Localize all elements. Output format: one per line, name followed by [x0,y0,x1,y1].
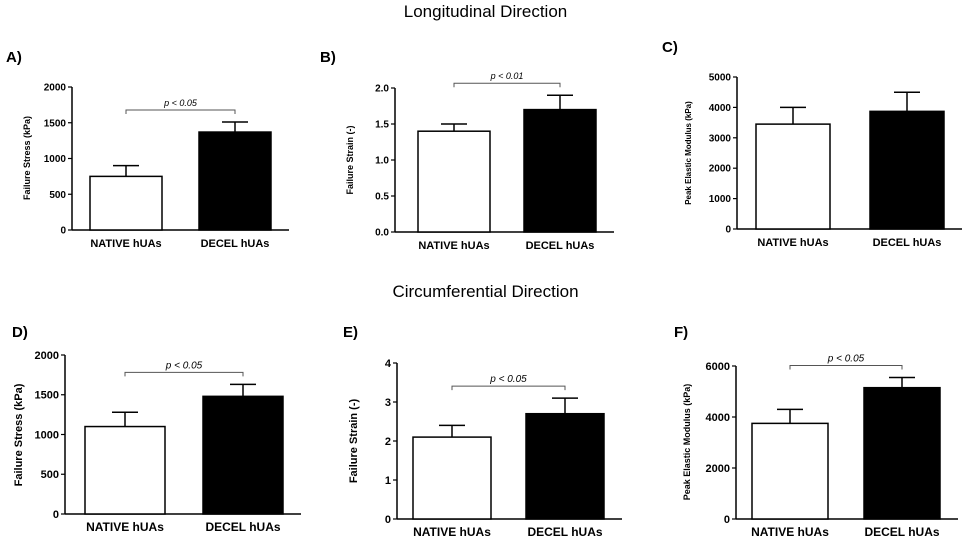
category-label: NATIVE hUAs [413,525,491,539]
y-tick-label: 1000 [44,154,67,165]
significance-label: p < 0.01 [490,71,524,81]
y-tick-label: 1000 [35,429,59,441]
bar-native [84,425,166,515]
y-tick-label: 0.5 [375,192,389,203]
chart-panel-5: E) Failure Strain (-) 0 1 2 3 4 NATIVE hUAs DECE… [343,324,622,539]
y-tick-label: 2000 [35,350,59,362]
bar-decel [869,110,945,230]
chart-panel-4: D) Failure Stress (kPa) 0 500 1000 1500 2000 NA… [12,324,301,534]
y-tick-label: 3 [385,397,391,409]
y-axis-label: Failure Strain (-) [348,398,360,483]
y-axis-label: Failure Strain (-) [345,125,355,194]
bar-decel [525,412,605,520]
y-tick-label: 500 [41,469,59,481]
bar-native [755,123,831,230]
bar-native [89,175,163,231]
y-tick-label: 1500 [44,118,67,129]
y-tick-label: 0 [385,514,391,526]
bar-decel [198,131,272,231]
category-label: DECEL hUAs [201,238,270,250]
bar-decel [863,386,941,520]
category-label: NATIVE hUAs [751,525,829,539]
y-axis-label: Failure Stress (kPa) [13,383,25,486]
chart-panel-2: B) Failure Strain (-) 0.0 0.5 1.0 1.5 2.0 NATIV… [320,49,614,252]
section-title-circumferential: Circumferential Direction [392,282,579,301]
category-label: NATIVE hUAs [418,240,489,252]
y-tick-label: 2000 [706,463,730,475]
y-tick-label: 0 [725,225,731,236]
category-label: NATIVE hUAs [86,520,164,534]
bar-native [412,436,492,520]
significance-label: p < 0.05 [489,374,527,385]
y-tick-label: 1.5 [375,120,389,131]
y-tick-label: 6000 [706,361,730,373]
panel-label: F) [674,324,688,341]
y-tick-label: 4 [385,358,392,370]
bar-native [751,422,829,520]
y-tick-label: 0 [60,226,66,237]
category-label: DECEL hUAs [205,520,280,534]
chart-panel-6: F) Peak Elastic Modulus (kPa) 0 2000 4000 600… [674,324,958,539]
chart-panel-1: A) Failure Stress (kPa) 0 500 1000 1500 2000 NA… [6,49,289,250]
y-tick-label: 0.0 [375,228,389,239]
bar-decel [202,395,284,515]
significance-bracket [124,371,244,377]
significance-bracket [451,385,566,391]
y-tick-label: 4000 [706,412,730,424]
category-label: NATIVE hUAs [90,238,161,250]
y-tick-label: 0 [53,509,59,521]
y-tick-label: 3000 [709,133,732,144]
panel-label: C) [662,39,678,56]
category-label: NATIVE hUAs [757,237,828,249]
bar-decel [523,108,597,233]
panel-label: E) [343,324,358,341]
y-tick-label: 2000 [709,164,732,175]
significance-bracket [453,82,561,88]
significance-label: p < 0.05 [827,353,865,364]
panel-label: D) [12,324,28,341]
y-axis-label: Peak Elastic Modulus (kPa) [684,101,693,205]
y-tick-label: 2.0 [375,84,389,95]
y-tick-label: 500 [49,190,66,201]
significance-label: p < 0.05 [163,98,198,108]
chart-panel-3: C) Peak Elastic Modulus (kPa) 0 1000 2000 300… [662,39,962,249]
bar-native [417,130,491,233]
y-tick-label: 0 [724,514,730,526]
y-tick-label: 1500 [35,390,59,402]
y-tick-label: 1 [385,475,391,487]
y-axis-label: Failure Stress (kPa) [22,116,32,200]
y-tick-label: 4000 [709,103,732,114]
category-label: DECEL hUAs [873,237,942,249]
y-tick-label: 1.0 [375,156,389,167]
significance-label: p < 0.05 [165,360,203,371]
significance-bracket [125,109,236,115]
category-label: DECEL hUAs [526,240,595,252]
y-tick-label: 2000 [44,83,67,94]
y-axis-label: Peak Elastic Modulus (kPa) [682,384,692,501]
panel-label: B) [320,49,336,66]
y-tick-label: 5000 [709,73,732,84]
y-tick-label: 2 [385,436,391,448]
significance-bracket [789,364,903,370]
panel-label: A) [6,49,22,66]
y-tick-label: 1000 [709,194,732,205]
category-label: DECEL hUAs [864,525,939,539]
category-label: DECEL hUAs [527,525,602,539]
section-title-longitudinal: Longitudinal Direction [403,2,568,21]
